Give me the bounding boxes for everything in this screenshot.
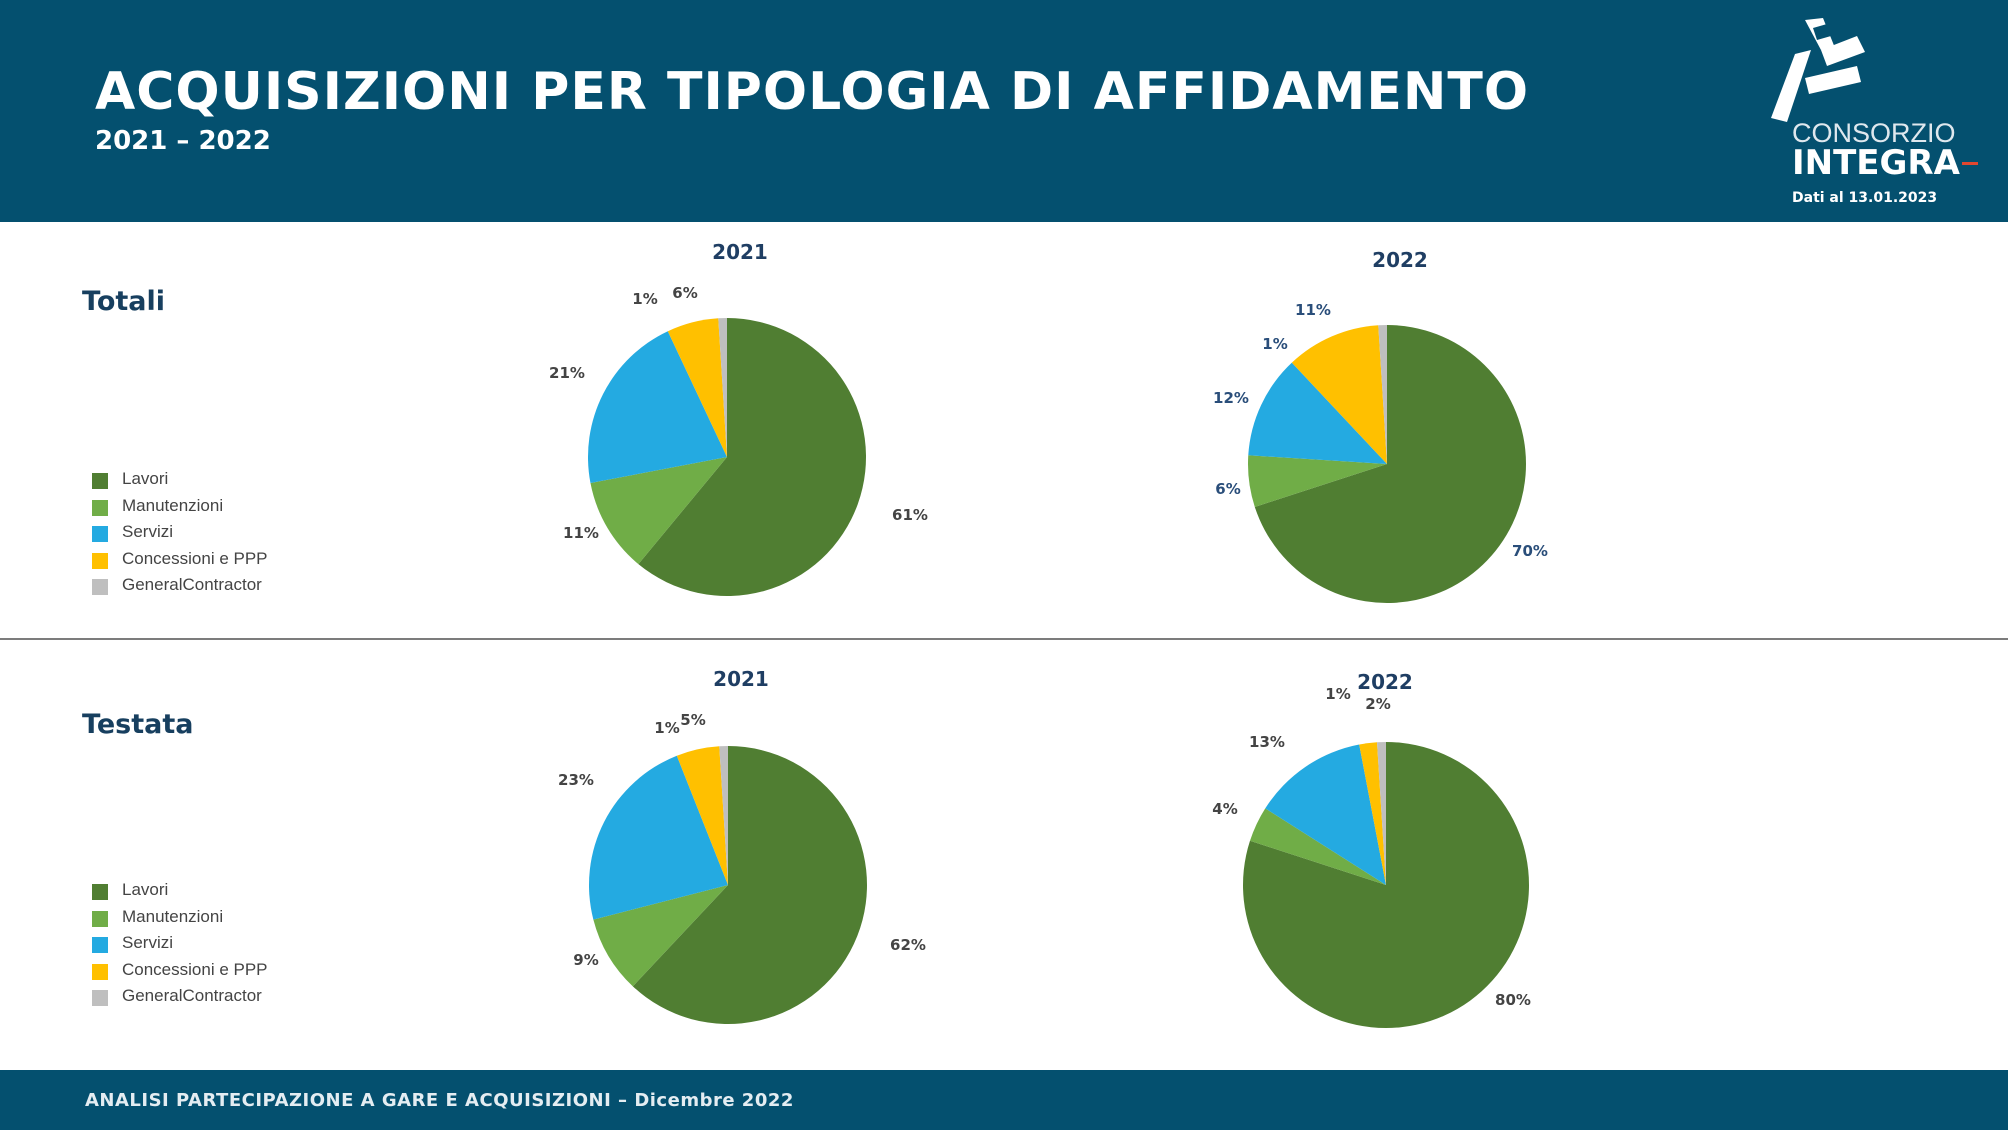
footer-banner — [0, 1070, 2008, 1130]
legend-label: Manutenzioni — [122, 495, 224, 515]
pie-slice-general-contractor — [1378, 324, 1387, 464]
legend-swatch — [92, 499, 108, 516]
page-title: ACQUISIZIONI PER TIPOLOGIA DI AFFIDAMENT… — [95, 62, 1530, 122]
footer-text: ANALISI PARTECIPAZIONE A GARE E ACQUISIZ… — [85, 1090, 794, 1111]
legend-label: Concessioni e PPP — [122, 959, 268, 979]
pie-label-general-contractor: 1% — [1325, 685, 1350, 703]
pie-chart-totali-2022: 70% 6% 12% 11% 1% — [1213, 301, 1548, 603]
legend-label: Lavori — [122, 469, 169, 488]
pie-label-concessioni: 5% — [680, 711, 705, 729]
pie-slice-manutenzioni — [1250, 808, 1386, 885]
pie-slice-concessioni — [676, 746, 728, 885]
pie-label-general-contractor: 1% — [1262, 335, 1287, 353]
pie-label-lavori: 70% — [1512, 542, 1548, 560]
pie-label-manutenzioni: 4% — [1212, 800, 1237, 818]
pie-chart-testata-2021: 62% 9% 23% 5%1% — [558, 711, 926, 1024]
legend-swatch — [92, 990, 108, 1007]
pie-chart-totali-2021: 61% 11% 21% 6% 1% — [549, 284, 928, 596]
legend-swatch — [92, 552, 108, 569]
section-title-testata: Testata — [82, 709, 194, 740]
legend-label: Lavori — [122, 880, 169, 899]
legend-swatch — [92, 884, 108, 900]
pie-title-testata-2022: 2022 — [1357, 670, 1413, 694]
legend-label: Concessioni e PPP — [122, 548, 268, 568]
legend-label: Servizi — [122, 522, 174, 542]
pie-slice-lavori — [638, 318, 867, 596]
pie-label-servizi: 13% — [1249, 733, 1285, 751]
pie-slice-concessioni — [1291, 325, 1387, 464]
pie-slice-manutenzioni — [590, 457, 727, 565]
pie-slice-manutenzioni — [593, 885, 728, 987]
pie-slice-lavori — [632, 746, 867, 1024]
pie-label-concessioni: 11% — [1295, 301, 1331, 319]
pie-slice-servizi — [589, 755, 728, 920]
pie-label-servizi: 12% — [1213, 389, 1249, 407]
pie-label-servizi: 21% — [549, 364, 585, 382]
pie-slice-concessioni — [667, 318, 727, 457]
page-subtitle: 2021 – 2022 — [95, 126, 271, 156]
pie-slice-servizi — [1265, 744, 1386, 885]
legend-swatch — [92, 526, 108, 543]
legend-swatch — [92, 473, 108, 489]
pie-slice-concessioni — [1359, 742, 1386, 885]
pie-label-lavori: 62% — [890, 936, 926, 954]
pie-label-general-contractor: 1% — [654, 719, 679, 737]
pie-label-concessioni: 6% — [672, 284, 697, 302]
header-banner — [0, 0, 2008, 222]
pie-slice-general-contractor — [718, 317, 727, 457]
data-date: Dati al 13.01.2023 — [1792, 190, 1938, 206]
brand-integra: INTEGRA — [1792, 143, 1960, 183]
brand-consorzio: CONSORZIO — [1792, 118, 1956, 148]
pie-label-lavori: 80% — [1495, 991, 1531, 1009]
pie-slice-general-contractor — [719, 746, 728, 885]
pie-title-totali-2021: 2021 — [712, 240, 768, 264]
pie-label-concessioni: 2% — [1365, 695, 1390, 713]
pie-label-manutenzioni: 11% — [563, 524, 599, 542]
legend-swatch — [92, 910, 108, 927]
pie-slice-servizi — [1248, 362, 1387, 464]
legend-swatch — [92, 937, 108, 954]
section-title-totali: Totali — [82, 286, 166, 317]
consorzio-integra-logo-icon — [1771, 18, 1865, 122]
pie-label-general-contractor: 1% — [632, 290, 657, 308]
pie-slice-manutenzioni — [1247, 455, 1387, 507]
pie-label-servizi: 23% — [558, 771, 594, 789]
pie-slice-general-contractor — [1377, 742, 1386, 885]
legend-label: GeneralContractor — [122, 575, 262, 595]
pie-label-lavori: 61% — [892, 506, 928, 524]
legend-swatch — [92, 963, 108, 980]
legend-label: Manutenzioni — [122, 906, 224, 926]
legend-label: Servizi — [122, 933, 174, 953]
legend-label: GeneralContractor — [122, 986, 262, 1006]
pie-label-manutenzioni: 6% — [1215, 480, 1240, 498]
pie-label-manutenzioni: 9% — [573, 951, 598, 969]
pie-slice-lavori — [1254, 325, 1526, 603]
section-divider — [0, 638, 2008, 640]
pie-chart-testata-2022: 80% 4% 13% 2% 1% — [1212, 685, 1531, 1028]
pie-slice-lavori — [1243, 742, 1530, 1028]
pie-slice-servizi — [587, 331, 727, 484]
pie-title-testata-2021: 2021 — [713, 667, 769, 691]
legend-swatch — [92, 579, 108, 596]
pie-title-totali-2022: 2022 — [1372, 248, 1428, 272]
brand-accent-dash — [1962, 162, 1978, 165]
